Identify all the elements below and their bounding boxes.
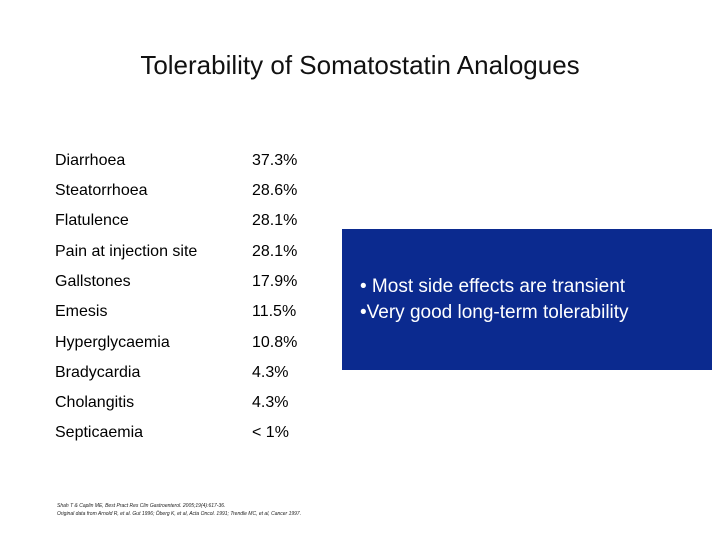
side-effect-name: Septicaemia: [55, 424, 144, 441]
side-effect-name: Steatorrhoea: [55, 182, 148, 199]
side-effect-value: 4.3%: [252, 364, 289, 381]
side-effect-value: 4.3%: [252, 394, 289, 411]
side-effect-value: 28.1%: [252, 212, 298, 229]
summary-callout: • Most side effects are transient •Very …: [342, 229, 712, 370]
side-effect-name: Hyperglycaemia: [55, 334, 170, 351]
reference-line: Shah T & Caplin ME, Best Pract Res Clin …: [57, 503, 226, 509]
side-effect-name: Pain at injection site: [55, 243, 198, 260]
side-effect-value: 10.8%: [252, 334, 298, 351]
side-effect-name: Gallstones: [55, 273, 131, 290]
side-effect-name: Cholangitis: [55, 394, 135, 411]
side-effect-name: Flatulence: [55, 212, 129, 229]
side-effect-value: 28.6%: [252, 182, 298, 199]
side-effect-name: Emesis: [55, 303, 108, 320]
side-effect-name: Diarrhoea: [55, 152, 126, 169]
side-effect-value: 17.9%: [252, 273, 298, 290]
side-effect-value: 28.1%: [252, 243, 298, 260]
callout-bullet: •Very good long-term tolerability: [360, 301, 629, 323]
side-effect-value: < 1%: [252, 424, 289, 441]
reference-line: Original data from Arnold R, et al. Gut …: [57, 511, 302, 517]
slide-title: Tolerability of Somatostatin Analogues: [140, 50, 580, 80]
side-effect-value: 11.5%: [252, 303, 297, 320]
side-effect-name: Bradycardia: [55, 364, 141, 381]
callout-bullet: • Most side effects are transient: [360, 275, 626, 297]
side-effect-value: 37.3%: [252, 152, 298, 169]
references: Shah T & Caplin ME, Best Pract Res Clin …: [57, 502, 301, 518]
